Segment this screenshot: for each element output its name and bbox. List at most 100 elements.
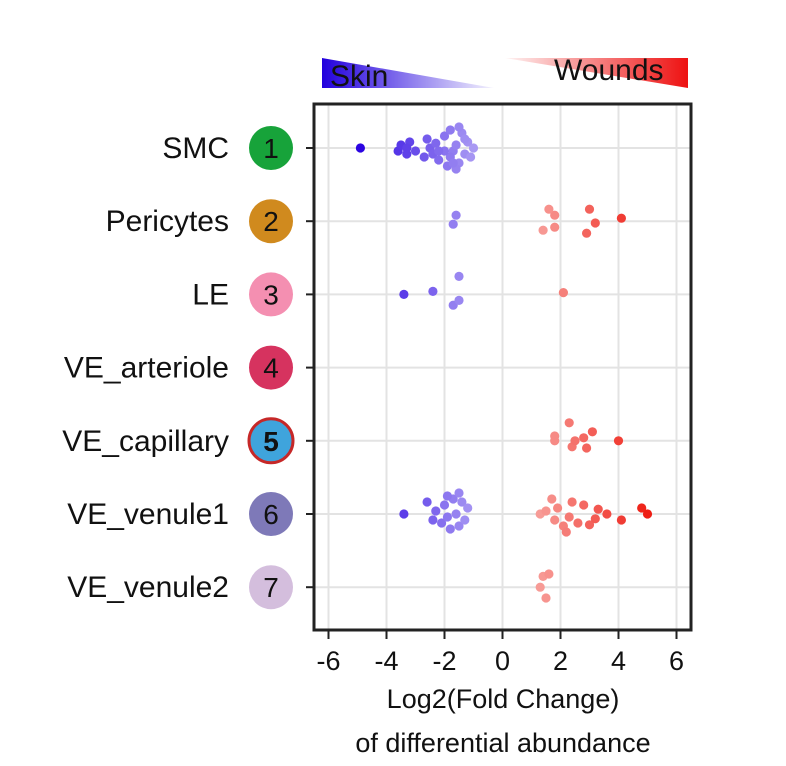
data-point: [431, 138, 441, 148]
data-point: [616, 515, 627, 525]
data-point: [410, 146, 421, 156]
cluster-badge: [249, 492, 293, 536]
data-point: [448, 219, 458, 229]
data-points: [355, 122, 653, 603]
data-point: [439, 131, 450, 141]
category-label: SMC: [162, 132, 229, 165]
cluster-number: 7: [263, 572, 279, 603]
data-point: [460, 134, 470, 144]
data-point: [550, 210, 560, 220]
wounds-legend-label: Wounds: [554, 54, 664, 87]
data-point: [541, 593, 551, 603]
data-point: [451, 509, 461, 519]
x-axis-title-line2: of differential abundance: [355, 728, 650, 758]
data-point: [544, 569, 554, 579]
cluster-badge: [249, 126, 293, 170]
data-point: [437, 518, 447, 528]
data-point: [550, 431, 560, 441]
data-point: [434, 146, 444, 156]
data-point: [457, 497, 467, 507]
data-point: [445, 524, 455, 534]
data-point: [535, 582, 545, 592]
data-point: [547, 494, 557, 504]
data-point: [399, 289, 409, 299]
data-point: [399, 509, 409, 519]
x-tick-label: 4: [611, 646, 626, 676]
cluster-badge: [249, 565, 293, 610]
x-axis-title-line1: Log2(Fold Change): [387, 684, 620, 714]
data-point: [616, 213, 627, 223]
data-point: [553, 503, 563, 513]
category-label: VE_venule2: [67, 571, 229, 604]
cluster-badge: [249, 345, 293, 390]
data-point: [538, 225, 548, 235]
category-label: VE_venule1: [67, 498, 229, 531]
data-point: [567, 497, 577, 507]
category-label: Pericytes: [106, 205, 229, 238]
x-tick-label: 0: [495, 646, 510, 676]
data-point: [439, 500, 450, 510]
data-point: [613, 436, 624, 446]
data-point: [584, 204, 595, 214]
data-point: [570, 436, 580, 446]
data-point: [454, 295, 464, 305]
category-rows: SMC 1 Pericytes 2 LE 3 VE_arteriole 4 VE_capilla…: [62, 126, 314, 610]
category-label: VE_arteriole: [64, 352, 229, 385]
data-point: [590, 514, 600, 524]
cluster-number: 5: [263, 426, 279, 457]
cluster-badge: [249, 272, 293, 317]
data-point: [451, 210, 461, 220]
data-point: [422, 134, 432, 144]
data-point: [564, 512, 574, 522]
skin-legend-wedge: [322, 58, 494, 88]
data-point: [431, 506, 441, 516]
data-point: [422, 497, 432, 507]
cluster-number: 4: [263, 353, 279, 384]
data-point: [442, 512, 452, 522]
data-point: [579, 433, 589, 443]
data-point: [454, 488, 464, 498]
data-point: [558, 288, 569, 298]
x-tick-label: -4: [374, 646, 398, 676]
category-label: LE: [192, 278, 229, 311]
data-point: [590, 218, 600, 228]
data-point: [637, 503, 647, 513]
cluster-number: 6: [263, 499, 279, 530]
x-tick-label: -6: [316, 646, 340, 676]
data-point: [355, 143, 365, 153]
x-tick-label: -2: [432, 646, 456, 676]
cluster-badge: [249, 199, 293, 244]
data-point: [593, 504, 603, 514]
x-tick-label: 2: [553, 646, 568, 676]
data-point: [550, 515, 560, 525]
cluster-number: 1: [263, 133, 279, 164]
data-point: [402, 143, 412, 153]
cluster-badge: [247, 417, 295, 465]
x-axis-ticks: -6 -4 -2 0 2 4 6: [316, 630, 684, 676]
data-point: [442, 491, 452, 501]
data-point: [454, 271, 464, 281]
data-point: [582, 228, 592, 238]
skin-legend-label: Skin: [330, 60, 388, 93]
data-point: [541, 506, 551, 516]
data-point: [454, 521, 464, 531]
wounds-legend-wedge: [505, 58, 688, 88]
data-point: [587, 427, 598, 437]
data-point: [468, 143, 479, 153]
data-point: [561, 527, 571, 537]
data-point: [460, 515, 470, 525]
data-point: [579, 500, 589, 510]
data-point: [584, 520, 595, 530]
data-point: [544, 204, 554, 214]
data-point: [428, 515, 438, 525]
grid-lines: [314, 104, 691, 630]
data-point: [451, 140, 461, 150]
data-point: [573, 518, 583, 528]
data-point: [642, 509, 653, 519]
x-tick-label: 6: [669, 646, 684, 676]
data-point: [463, 503, 473, 513]
data-point: [445, 125, 455, 135]
cluster-number: 2: [263, 206, 279, 237]
data-point: [564, 418, 574, 428]
